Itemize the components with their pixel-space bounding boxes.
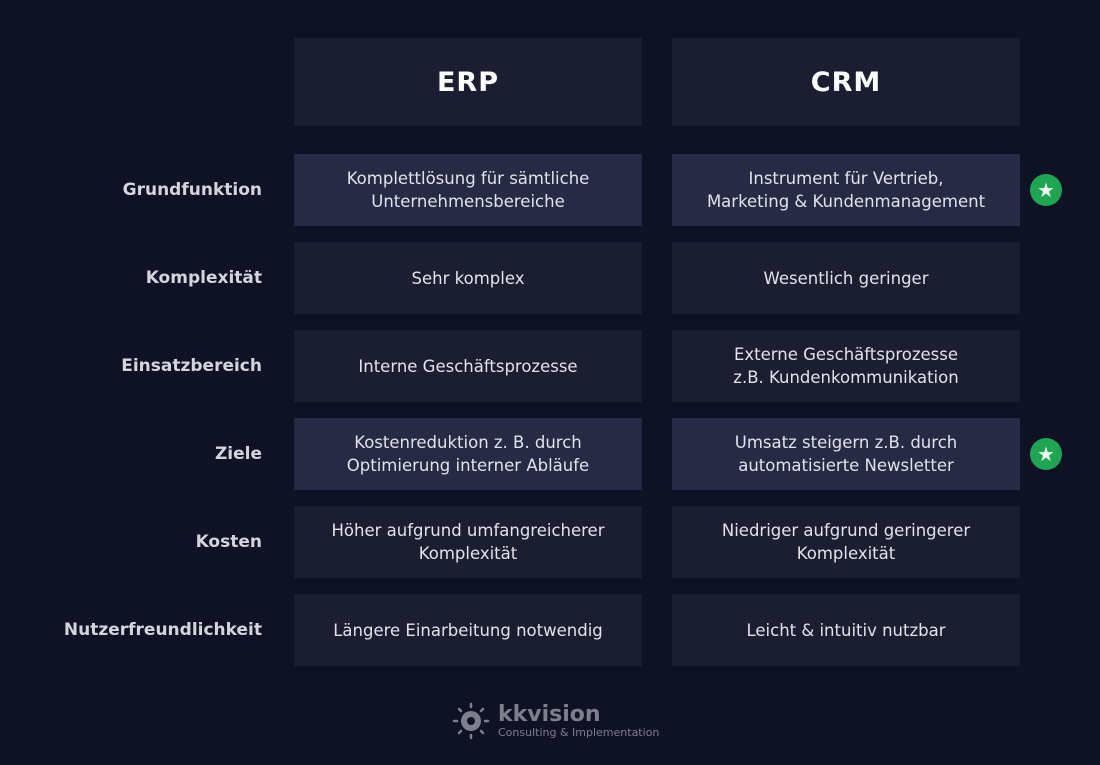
erp-cell: Komplettlösung für sämtliche Unternehmen… [294, 154, 642, 226]
crm-cell: Instrument für Vertrieb, Marketing & Kun… [672, 154, 1020, 226]
table-row: Ziele Kostenreduktion z. B. durch Optimi… [0, 418, 1100, 490]
crm-cell: Wesentlich geringer [672, 242, 1020, 314]
crm-cell: Umsatz steigern z.B. durch automatisiert… [672, 418, 1020, 490]
row-label: Nutzerfreundlichkeit [63, 620, 262, 640]
column-header-erp: ERP [294, 38, 642, 126]
table-row: Einsatzbereich Interne Geschäftsprozesse… [0, 330, 1100, 402]
erp-cell: Kostenreduktion z. B. durch Optimierung … [294, 418, 642, 490]
gear-icon [452, 702, 490, 740]
logo-tagline: Consulting & Implementation [498, 725, 660, 739]
star-icon: ★ [1030, 174, 1062, 206]
crm-cell: Leicht & intuitiv nutzbar [672, 594, 1020, 666]
erp-cell: Höher aufgrund umfangreicherer Komplexit… [294, 506, 642, 578]
star-icon: ★ [1030, 438, 1062, 470]
row-label: Ziele [214, 444, 262, 464]
table-row: Grundfunktion Komplettlösung für sämtlic… [0, 154, 1100, 226]
row-label: Kosten [195, 532, 262, 552]
column-header-crm: CRM [672, 38, 1020, 126]
erp-cell: Sehr komplex [294, 242, 642, 314]
table-row: Nutzerfreundlichkeit Längere Einarbeitun… [0, 594, 1100, 666]
row-label: Komplexität [145, 268, 262, 288]
logo: kkvision Consulting & Implementation [452, 702, 659, 740]
erp-cell: Längere Einarbeitung notwendig [294, 594, 642, 666]
crm-cell: Niedriger aufgrund geringerer Komplexitä… [672, 506, 1020, 578]
crm-cell: Externe Geschäftsprozesse z.B. Kundenkom… [672, 330, 1020, 402]
erp-cell: Interne Geschäftsprozesse [294, 330, 642, 402]
row-label: Grundfunktion [122, 180, 262, 200]
table-row: Komplexität Sehr komplex Wesentlich geri… [0, 242, 1100, 314]
logo-name: kkvision [498, 701, 601, 727]
row-label: Einsatzbereich [121, 356, 262, 376]
table-row: Kosten Höher aufgrund umfangreicherer Ko… [0, 506, 1100, 578]
